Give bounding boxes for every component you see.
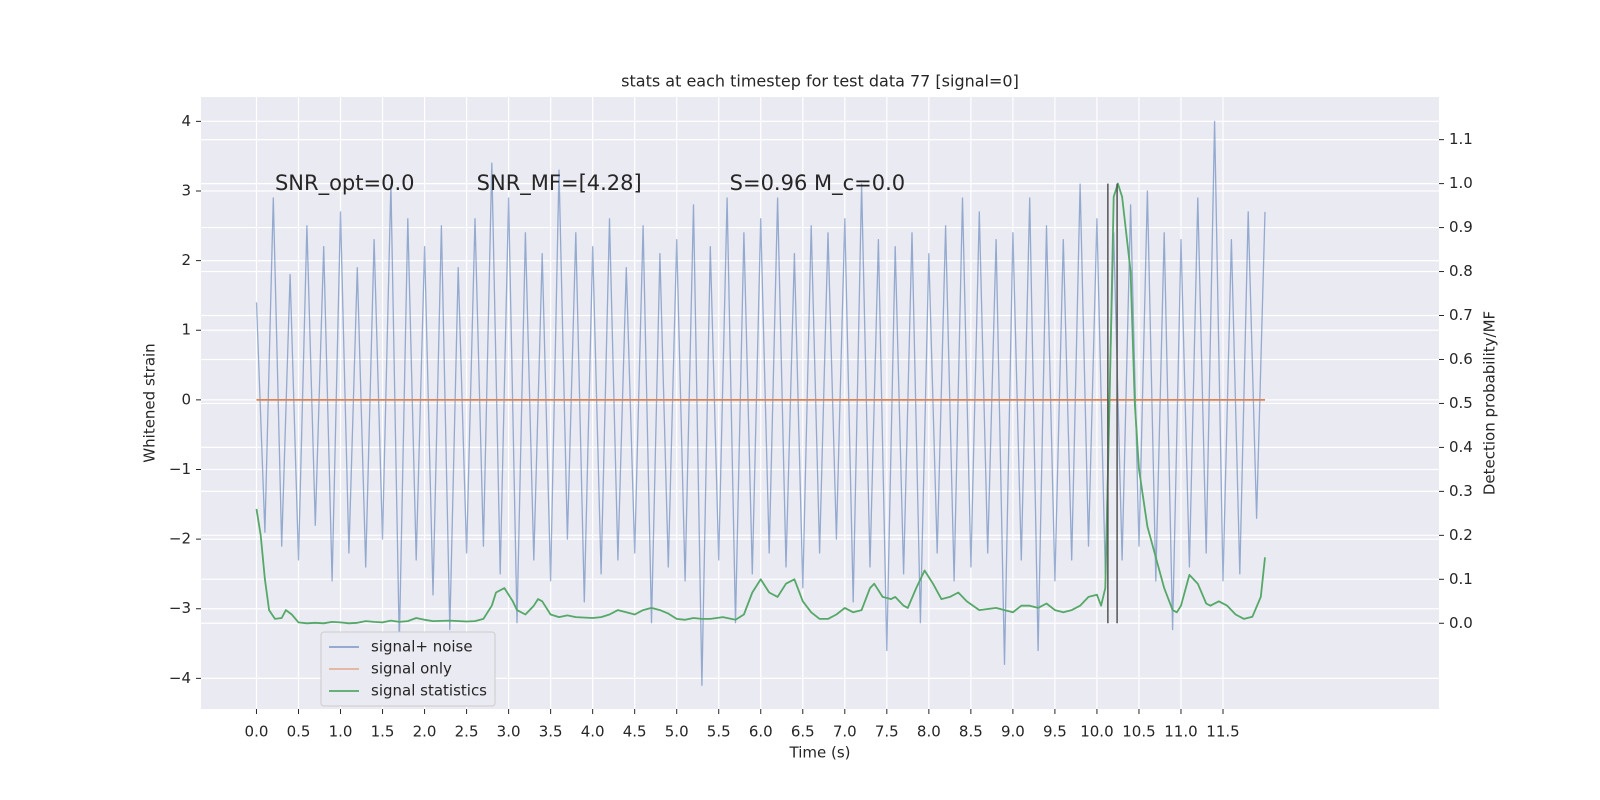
y2-tick-label: 0.9: [1449, 218, 1473, 236]
y2-tick-label: 0.1: [1449, 570, 1473, 588]
y-tick-label: 2: [181, 251, 191, 269]
x-axis-label: Time (s): [789, 744, 851, 762]
chart-title: stats at each timestep for test data 77 …: [621, 72, 1019, 91]
x-tick-label: 7.5: [875, 723, 899, 741]
annotation: SNR_MF=[4.28]: [477, 171, 642, 196]
y2-tick-label: 0.0: [1449, 614, 1473, 632]
y-tick-label: 3: [181, 181, 191, 199]
legend: signal+ noise signal only signal statistic…: [320, 631, 496, 707]
y-tick-label: −2: [169, 530, 191, 548]
x-tick-label: 2.0: [413, 723, 437, 741]
y2-tick-label: 1.1: [1449, 130, 1473, 148]
x-tick-label: 9.5: [1043, 723, 1067, 741]
y2-axis-label: Detection probability/MF: [1481, 311, 1499, 495]
y-tick-label: −1: [169, 460, 191, 478]
x-tick-label: 6.5: [791, 723, 815, 741]
x-tick-label: 9.0: [1001, 723, 1025, 741]
x-tick-label: 3.0: [497, 723, 521, 741]
y2-tick-label: 0.8: [1449, 262, 1473, 280]
x-tick-label: 11.5: [1206, 723, 1239, 741]
legend-label: signal only: [371, 660, 452, 678]
legend-box: [320, 631, 496, 707]
x-tick-label: 6.0: [749, 723, 773, 741]
x-tick-label: 5.0: [665, 723, 689, 741]
x-tick-label: 7.0: [833, 723, 857, 741]
y-tick-label: 1: [181, 321, 191, 339]
legend-label: signal+ noise: [371, 638, 473, 656]
y2-tick-label: 0.2: [1449, 526, 1473, 544]
y2-tick-label: 0.4: [1449, 438, 1473, 456]
y2-tick-label: 0.6: [1449, 350, 1473, 368]
y2-tick-label: 1.0: [1449, 174, 1473, 192]
x-tick-label: 1.0: [329, 723, 353, 741]
x-tick-label: 2.5: [455, 723, 479, 741]
x-tick-label: 0.5: [287, 723, 311, 741]
x-tick-label: 4.0: [581, 723, 605, 741]
y-tick-label: 4: [181, 112, 191, 130]
x-tick-label: 0.0: [245, 723, 269, 741]
x-tick-label: 8.5: [959, 723, 983, 741]
y-tick-label: −3: [169, 599, 191, 617]
x-tick-label: 10.0: [1080, 723, 1113, 741]
x-tick-label: 5.5: [707, 723, 731, 741]
annotation: SNR_opt=0.0: [275, 171, 415, 196]
y2-tick-label: 0.3: [1449, 482, 1473, 500]
x-tick-label: 3.5: [539, 723, 563, 741]
y-tick-label: 0: [181, 390, 191, 408]
y-tick-label: −4: [169, 669, 191, 687]
annotation: S=0.96 M_c=0.0: [730, 171, 906, 196]
y2-tick-label: 0.7: [1449, 306, 1473, 324]
series-line: [255, 120, 1266, 686]
x-tick-label: 11.0: [1164, 723, 1197, 741]
legend-label: signal statistics: [371, 682, 487, 700]
x-tick-label: 8.0: [917, 723, 941, 741]
x-tick-label: 4.5: [623, 723, 647, 741]
x-tick-label: 10.5: [1122, 723, 1155, 741]
x-tick-label: 1.5: [371, 723, 395, 741]
y-axis-label: Whitened strain: [141, 343, 159, 462]
y2-tick-label: 0.5: [1449, 394, 1473, 412]
